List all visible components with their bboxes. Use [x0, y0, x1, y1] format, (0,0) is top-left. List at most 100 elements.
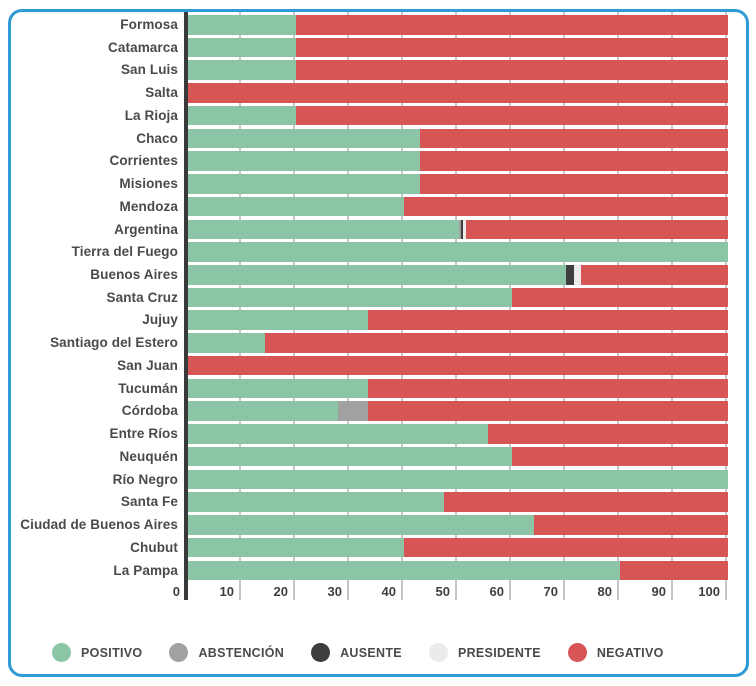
bar-segment-presidente[interactable] [463, 219, 466, 240]
bar-row [188, 196, 728, 217]
bar-segment-positivo[interactable] [188, 310, 368, 330]
bar-segment-negativo[interactable] [265, 333, 728, 353]
x-tick-label: 0 [172, 584, 180, 599]
bar-segment-ausente[interactable] [461, 219, 464, 240]
legend: POSITIVO ABSTENCIÓN AUSENTE PRESIDENTE NEGAT… [52, 643, 664, 662]
legend-swatch-icon [428, 643, 448, 662]
bar-segment-positivo[interactable] [188, 60, 296, 80]
legend-item-negativo: NEGATIVO [567, 643, 664, 662]
bar-segment-positivo[interactable] [188, 446, 512, 467]
bar-segment-positivo[interactable] [188, 219, 460, 240]
bar-segment-negativo[interactable] [533, 515, 728, 535]
bar-segment-negativo[interactable] [404, 196, 728, 217]
x-tick-label: 30 [327, 584, 342, 599]
bar-segment-negativo[interactable] [296, 105, 728, 126]
bar-segment-negativo[interactable] [512, 446, 728, 467]
plot-area [184, 12, 728, 600]
legend-swatch-icon [567, 643, 587, 662]
x-tick-label: 50 [435, 584, 450, 599]
bar-segment-negativo[interactable] [296, 60, 728, 80]
bar-segment-negativo[interactable] [581, 265, 728, 285]
bar-segment-negativo[interactable] [404, 537, 728, 558]
province-label: Chaco [136, 130, 178, 146]
province-label: Santa Cruz [106, 289, 178, 305]
bar-segment-positivo[interactable] [188, 333, 266, 353]
bar-segment-negativo[interactable] [419, 151, 728, 171]
bar-row [188, 37, 728, 58]
bar-segment-presidente[interactable] [573, 265, 582, 285]
bar-row [188, 378, 728, 399]
x-tick-label: 60 [489, 584, 504, 599]
bar-segment-positivo[interactable] [188, 37, 296, 58]
province-label: Ciudad de Buenos Aires [20, 517, 178, 533]
bar-segment-positivo[interactable] [188, 265, 566, 285]
bar-segment-positivo[interactable] [188, 105, 296, 126]
legend-item-abstencion: ABSTENCIÓN [169, 643, 284, 662]
x-tick-label: 90 [651, 584, 666, 599]
bar-segment-positivo[interactable] [188, 128, 420, 149]
bar-segment-positivo[interactable] [188, 151, 420, 171]
province-label: Mendoza [119, 198, 178, 214]
province-label: Misiones [119, 176, 178, 192]
x-tick-label: 20 [273, 584, 288, 599]
bar-segment-positivo[interactable] [188, 287, 512, 308]
bar-segment-positivo[interactable] [188, 560, 620, 581]
legend-swatch-icon [169, 643, 189, 662]
bar-segment-negativo[interactable] [419, 128, 728, 149]
x-axis-baseline [184, 12, 188, 600]
legend-label: NEGATIVO [596, 645, 664, 660]
bar-row [188, 105, 728, 126]
bar-segment-negativo[interactable] [367, 310, 728, 330]
bar-segment-positivo[interactable] [188, 15, 296, 35]
bar-segment-negativo[interactable] [368, 401, 728, 421]
bar-segment-negativo[interactable] [488, 424, 728, 444]
bar-segment-negativo[interactable] [367, 378, 728, 399]
bar-segment-positivo[interactable] [188, 515, 534, 535]
bar-row [188, 83, 728, 103]
legend-swatch-icon [311, 643, 331, 662]
legend-swatch-icon [52, 643, 71, 662]
bar-segment-positivo[interactable] [188, 537, 404, 558]
bar-segment-negativo[interactable] [465, 219, 728, 240]
bar-segment-negativo[interactable] [512, 287, 728, 308]
bar-segment-positivo[interactable] [188, 196, 404, 217]
bar-segment-negativo[interactable] [296, 37, 728, 58]
province-label: La Rioja [124, 107, 178, 123]
bar-row [188, 424, 728, 444]
bar-segment-abstencion[interactable] [338, 401, 369, 421]
province-label: Argentina [114, 221, 178, 237]
bar-segment-positivo[interactable] [188, 242, 728, 262]
bar-segment-negativo[interactable] [620, 560, 728, 581]
bar-segment-negativo[interactable] [188, 355, 728, 376]
bar-row [188, 355, 728, 376]
province-label: Jujuy [142, 312, 178, 328]
province-label: San Juan [117, 357, 178, 373]
bar-segment-positivo[interactable] [188, 424, 489, 444]
province-label: Santa Fe [120, 494, 178, 510]
x-tick-label: 70 [543, 584, 558, 599]
bar-row [188, 15, 728, 35]
bar-segment-abstencion[interactable] [459, 219, 462, 240]
bar-segment-positivo[interactable] [188, 492, 444, 512]
legend-label: AUSENTE [340, 645, 402, 660]
bar-row [188, 560, 728, 581]
province-label: Chubut [130, 539, 178, 555]
x-tick-label: 40 [381, 584, 396, 599]
bar-segment-positivo[interactable] [188, 469, 728, 490]
bar-segment-positivo[interactable] [188, 174, 420, 194]
bar-row [188, 310, 728, 330]
bar-segment-positivo[interactable] [188, 401, 339, 421]
x-tick-label: 80 [597, 584, 612, 599]
x-tick-label: 100 [698, 584, 720, 599]
bar-segment-negativo[interactable] [296, 15, 728, 35]
bar-segment-negativo[interactable] [443, 492, 728, 512]
bar-segment-negativo[interactable] [419, 174, 728, 194]
bar-segment-negativo[interactable] [188, 83, 728, 103]
legend-item-positivo: POSITIVO [52, 643, 142, 662]
bar-segment-positivo[interactable] [188, 378, 368, 399]
legend-label: ABSTENCIÓN [198, 645, 285, 660]
province-label: Tierra del Fuego [71, 244, 178, 260]
bar-row [188, 492, 728, 512]
bar-segment-ausente[interactable] [566, 265, 574, 285]
